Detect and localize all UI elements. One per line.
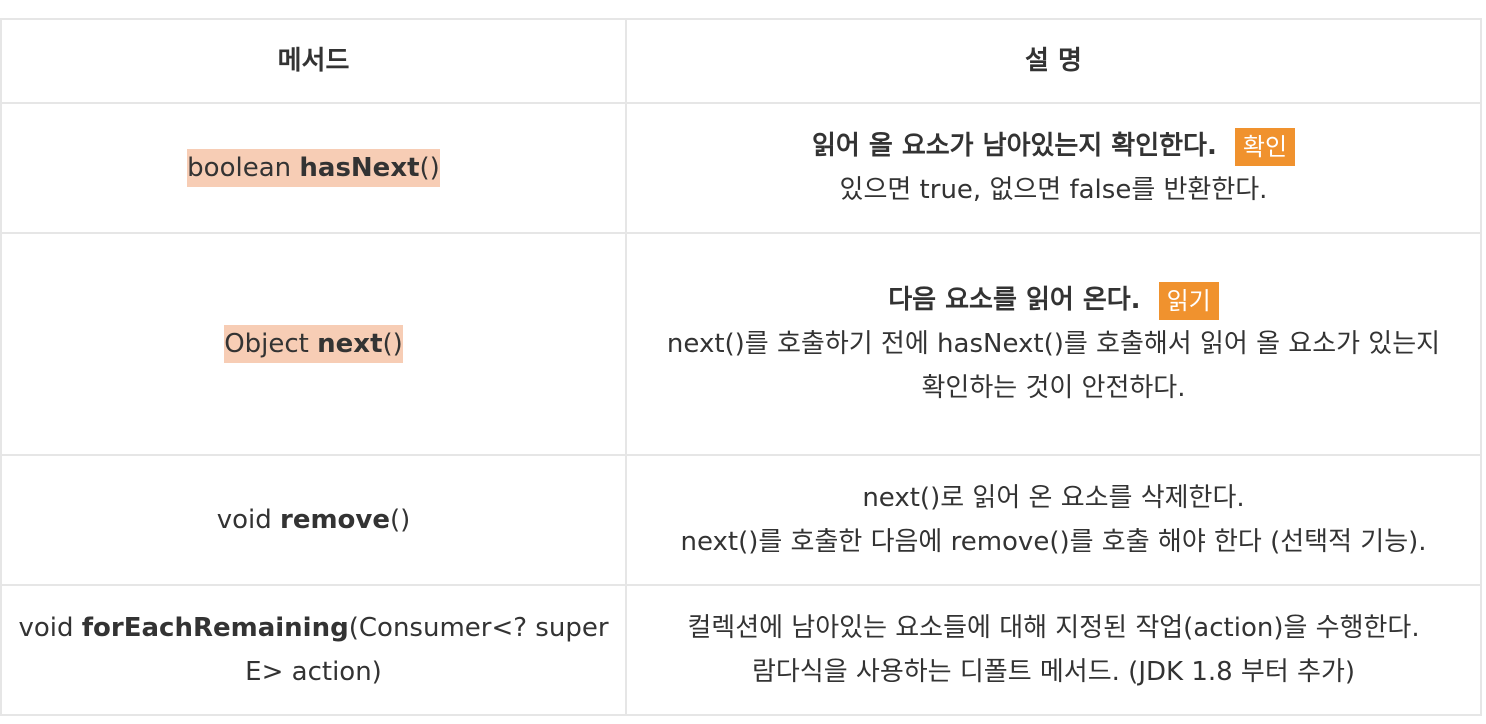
method-cell: void forEachRemaining(Consumer<? super E… xyxy=(0,584,627,716)
table-header-row: 메서드 설 명 xyxy=(0,18,1482,104)
method-name: remove xyxy=(280,505,390,535)
description-line: next()를 호출한 다음에 remove()를 호출 해야 한다 (선택적 … xyxy=(680,527,1427,557)
tag-badge: 확인 xyxy=(1234,127,1296,166)
description-main-text: 읽어 올 요소가 남아있는지 확인한다. xyxy=(811,131,1217,161)
table-row: void remove() next()로 읽어 온 요소를 삭제한다. nex… xyxy=(0,454,1482,586)
description-main-text: 다음 요소를 읽어 온다. xyxy=(888,285,1141,315)
method-prefix: boolean xyxy=(187,153,300,183)
method-suffix: (Consumer<? super E> action) xyxy=(245,613,609,687)
description-line: next()로 읽어 온 요소를 삭제한다. xyxy=(862,483,1245,513)
method-name: next xyxy=(317,329,383,359)
tag-badge: 읽기 xyxy=(1158,281,1219,320)
description-cell: 다음 요소를 읽어 온다. 읽기 next()를 호출하기 전에 hasNext(… xyxy=(625,232,1482,456)
header-method: 메서드 xyxy=(0,18,627,104)
description-line: 확인하는 것이 안전하다. xyxy=(921,373,1186,403)
description-line: 컬렉션에 남아있는 요소들에 대해 지정된 작업(action)을 수행한다. xyxy=(687,613,1420,643)
method-cell: boolean hasNext() xyxy=(0,102,627,234)
description-main: 다음 요소를 읽어 온다. 읽기 xyxy=(633,278,1474,322)
description-main: 읽어 올 요소가 남아있는지 확인한다. 확인 xyxy=(633,124,1474,168)
method-prefix: void xyxy=(18,613,82,643)
method-suffix: () xyxy=(419,153,440,183)
method-suffix: () xyxy=(390,505,411,535)
method-prefix: Object xyxy=(224,329,318,359)
table-row: void forEachRemaining(Consumer<? super E… xyxy=(0,584,1482,716)
description-line: next()를 호출하기 전에 hasNext()를 호출해서 읽어 올 요소가… xyxy=(666,329,1441,359)
description-cell: 읽어 올 요소가 남아있는지 확인한다. 확인 있으면 true, 없으면 fal… xyxy=(625,102,1482,234)
description-line: 있으면 true, 없으면 false를 반환한다. xyxy=(839,175,1268,205)
table-row: Object next() 다음 요소를 읽어 온다. 읽기 next()를 호출… xyxy=(0,232,1482,456)
method-highlight: Object next() xyxy=(224,325,403,363)
method-name: hasNext xyxy=(299,153,420,183)
method-cell: void remove() xyxy=(0,454,627,586)
method-suffix: () xyxy=(382,329,403,359)
description-cell: 컬렉션에 남아있는 요소들에 대해 지정된 작업(action)을 수행한다. … xyxy=(625,584,1482,716)
header-description: 설 명 xyxy=(625,18,1482,104)
method-prefix: void xyxy=(216,505,280,535)
description-cell: next()로 읽어 온 요소를 삭제한다. next()를 호출한 다음에 r… xyxy=(625,454,1482,586)
table-row: boolean hasNext() 읽어 올 요소가 남아있는지 확인한다. 확인… xyxy=(0,102,1482,234)
description-line: 람다식을 사용하는 디폴트 메서드. (JDK 1.8 부터 추가) xyxy=(751,657,1356,687)
method-name: forEachRemaining xyxy=(81,613,349,643)
method-highlight: boolean hasNext() xyxy=(187,149,440,187)
iterator-methods-table: 메서드 설 명 boolean hasNext() 읽어 올 요소가 남아있는지… xyxy=(0,18,1482,716)
method-cell: Object next() xyxy=(0,232,627,456)
